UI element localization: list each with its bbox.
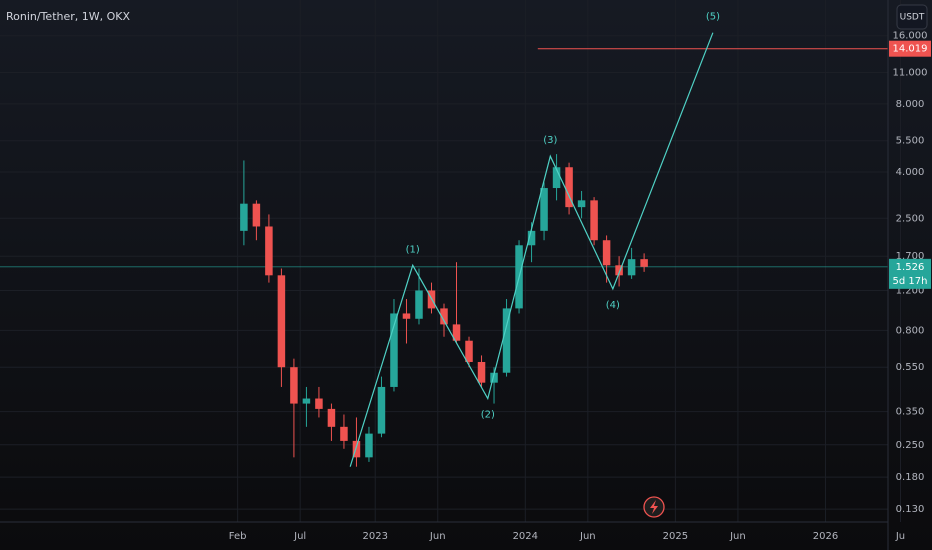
plot	[0, 32, 888, 467]
x-tick-label: 2025	[663, 531, 688, 542]
y-tick-label: 0.550	[896, 362, 925, 373]
candle-body	[465, 340, 473, 362]
x-tick-label: Jul	[293, 531, 306, 542]
y-tick-label: 2.500	[896, 213, 925, 224]
candle-body	[377, 386, 386, 434]
y-tick-label: 16.000	[893, 31, 928, 42]
candle-body	[577, 200, 586, 208]
candle-body	[502, 308, 511, 373]
wave-label: (4)	[606, 300, 620, 311]
x-tick-label: Ju	[895, 531, 905, 542]
candle-body	[440, 308, 448, 325]
candle-body	[390, 313, 398, 387]
lightning-icon[interactable]	[643, 496, 665, 518]
candle-body	[265, 226, 273, 276]
candle-body	[290, 367, 298, 404]
y-tick-label: 0.350	[896, 407, 925, 418]
currency-label[interactable]: USDT	[900, 13, 925, 23]
candle-body	[315, 398, 323, 409]
wave-label: (1)	[406, 244, 420, 255]
y-tick-label: 11.000	[893, 68, 928, 79]
candle-body	[590, 200, 598, 241]
x-tick-label: Jun	[729, 531, 746, 542]
candle-body	[602, 240, 611, 266]
y-tick-label: 4.000	[896, 167, 925, 178]
candle-body	[252, 203, 261, 227]
candle-body	[615, 265, 623, 276]
x-tick-label: 2024	[513, 531, 538, 542]
y-tick-label: 0.130	[896, 504, 925, 515]
target-price-box	[889, 40, 931, 57]
y-tick-label: 1.700	[896, 251, 925, 262]
candle-body	[552, 167, 561, 189]
wave-label: (3)	[543, 135, 557, 146]
candle-body	[327, 408, 336, 427]
candle-body	[240, 203, 248, 231]
y-tick-label: 8.000	[896, 99, 925, 110]
candle-body	[565, 167, 573, 208]
y-tick-label: 5.500	[896, 136, 925, 147]
candle-body	[402, 313, 411, 319]
wave-line	[349, 32, 714, 467]
x-tick-label: 2026	[813, 531, 838, 542]
candle-body	[490, 372, 498, 383]
candle-body	[540, 188, 548, 231]
x-tick-label: Jun	[429, 531, 446, 542]
y-tick-label: 0.250	[896, 440, 925, 451]
last-price-label: 1.526	[896, 262, 925, 273]
wave-label: (2)	[481, 410, 495, 421]
wave-label: (5)	[706, 12, 720, 23]
x-tick-label: 2023	[362, 531, 387, 542]
candle-body	[365, 433, 373, 458]
chart-title: Ronin/Tether, 1W, OKX	[6, 10, 131, 23]
x-tick-label: Feb	[229, 531, 247, 542]
target-price-label: 14.019	[893, 44, 928, 55]
countdown-label: 5d 17h	[893, 276, 928, 287]
candle-body	[527, 230, 536, 246]
grid	[0, 0, 902, 522]
x-tick-label: Jun	[579, 531, 596, 542]
y-tick-label: 0.180	[896, 472, 925, 483]
candle-body	[277, 275, 286, 368]
candle-body	[452, 324, 461, 341]
candle-body	[640, 259, 648, 267]
candle-body	[415, 290, 423, 319]
candle-body	[477, 361, 486, 383]
y-tick-label: 0.800	[896, 325, 925, 336]
candle-body	[340, 426, 348, 441]
candle-body	[627, 259, 636, 276]
candle-body	[302, 398, 311, 404]
last-price-box	[889, 258, 931, 289]
currency-button[interactable]	[896, 4, 928, 30]
candle-body	[352, 440, 361, 458]
y-tick-label: 1.200	[896, 285, 925, 296]
